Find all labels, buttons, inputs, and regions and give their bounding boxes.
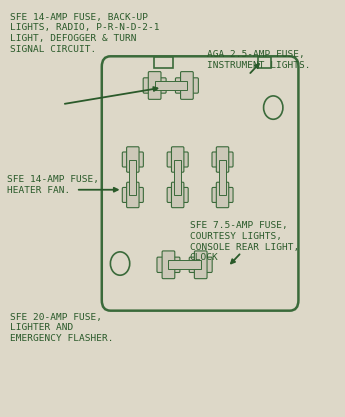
FancyBboxPatch shape [148, 72, 161, 99]
Bar [129, 160, 136, 195]
FancyBboxPatch shape [175, 78, 198, 93]
Bar [154, 57, 172, 68]
FancyBboxPatch shape [122, 188, 144, 203]
Bar [155, 81, 187, 90]
FancyBboxPatch shape [212, 152, 233, 167]
Text: AGA 2.5-AMP FUSE,
INSTRUMENT LIGHTS.: AGA 2.5-AMP FUSE, INSTRUMENT LIGHTS. [207, 50, 310, 70]
Text: SFE 14-AMP FUSE, BACK-UP
LIGHTS, RADIO, P-R-N-D-2-1
LIGHT, DEFOGGER & TURN
SIGNA: SFE 14-AMP FUSE, BACK-UP LIGHTS, RADIO, … [10, 13, 160, 54]
Bar [174, 160, 181, 195]
FancyBboxPatch shape [127, 147, 139, 172]
Text: SFE 14-AMP FUSE,
HEATER FAN.: SFE 14-AMP FUSE, HEATER FAN. [7, 175, 99, 195]
FancyBboxPatch shape [143, 78, 166, 93]
FancyBboxPatch shape [167, 152, 188, 167]
FancyBboxPatch shape [171, 147, 184, 172]
Text: SFE 20-AMP FUSE,
LIGHTER AND
EMERGENCY FLASHER.: SFE 20-AMP FUSE, LIGHTER AND EMERGENCY F… [10, 313, 114, 343]
Circle shape [264, 96, 283, 119]
FancyBboxPatch shape [216, 182, 229, 208]
FancyBboxPatch shape [171, 182, 184, 208]
FancyBboxPatch shape [216, 147, 229, 172]
Bar [219, 160, 226, 195]
FancyBboxPatch shape [189, 257, 212, 272]
FancyBboxPatch shape [167, 188, 188, 203]
FancyBboxPatch shape [180, 72, 193, 99]
FancyBboxPatch shape [122, 152, 144, 167]
FancyBboxPatch shape [157, 257, 180, 272]
FancyBboxPatch shape [212, 188, 233, 203]
Circle shape [110, 252, 130, 275]
Bar [258, 57, 271, 68]
FancyBboxPatch shape [127, 182, 139, 208]
FancyBboxPatch shape [162, 251, 175, 279]
Text: SFE 7.5-AMP FUSE,
COURTESY LIGHTS,
CONSOLE REAR LIGHT,
CLOCK: SFE 7.5-AMP FUSE, COURTESY LIGHTS, CONSO… [190, 221, 299, 262]
FancyBboxPatch shape [102, 56, 298, 311]
FancyBboxPatch shape [194, 251, 207, 279]
Bar [168, 260, 201, 269]
